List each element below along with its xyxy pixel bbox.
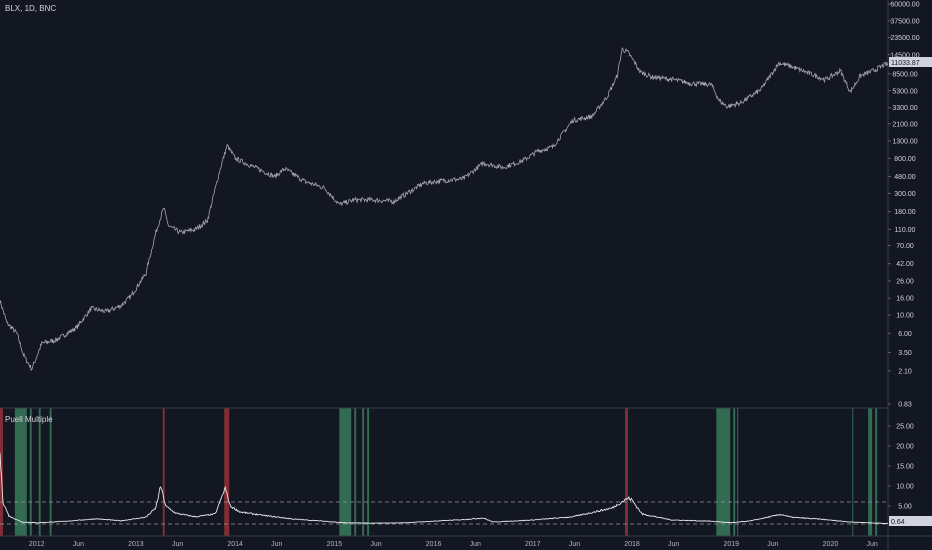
y-tick-label: 480.00 [894, 174, 916, 181]
y-tick-label: 14500.00 [890, 52, 919, 59]
accumulation-band [367, 408, 370, 536]
x-tick-label: Jun [271, 541, 282, 548]
accumulation-band [29, 408, 32, 536]
y-tick-label: 37500.00 [890, 18, 919, 25]
y-tick-label: 3300.00 [892, 105, 917, 112]
distribution-band [162, 408, 165, 536]
y-tick-label: 26.00 [896, 278, 914, 285]
x-tick-label: 2013 [128, 541, 144, 548]
x-tick-label: 2012 [29, 541, 45, 548]
puell-last-tag: 0.64 [889, 516, 932, 526]
y-tick-label: 180.00 [894, 209, 916, 216]
x-tick-label: Jun [370, 541, 381, 548]
accumulation-band [737, 408, 739, 536]
x-tick-label: 2019 [723, 541, 739, 548]
accumulation-band [49, 408, 52, 536]
y-tick-label: 0.83 [898, 402, 912, 409]
x-tick-label: Jun [668, 541, 679, 548]
x-tick-label: Jun [767, 541, 778, 548]
y-tick-label: 20.00 [896, 444, 914, 451]
y-tick-label: 23500.00 [890, 35, 919, 42]
y-tick-label: 15.00 [896, 464, 914, 471]
x-tick-label: Jun [866, 541, 877, 548]
y-tick-label: 10.00 [896, 313, 914, 320]
x-tick-label: 2018 [624, 541, 640, 548]
y-tick-label: 800.00 [894, 156, 916, 163]
x-tick-label: Jun [569, 541, 580, 548]
x-tick-label: Jun [470, 541, 481, 548]
price-series-line [0, 47, 889, 371]
puell-last-value: 0.64 [891, 519, 905, 526]
y-tick-label: 10.00 [896, 484, 914, 491]
distribution-band [224, 408, 230, 536]
y-tick-label: 110.00 [895, 227, 916, 234]
accumulation-band [354, 408, 357, 536]
time-axis-ticks: 2012 Jun 2013 Jun 2014 Jun 2015 Jun 2016 Jun 2017 J… [29, 541, 878, 548]
accumulation-band [38, 408, 41, 536]
accumulation-band [339, 408, 352, 536]
x-tick-label: Jun [172, 541, 183, 548]
accumulation-band [852, 408, 854, 536]
y-tick-label: 1300.00 [892, 138, 917, 145]
accumulation-band [868, 408, 873, 536]
x-tick-label: 2015 [327, 541, 343, 548]
x-tick-label: Jun [73, 541, 84, 548]
price-axis-ticks: 60000.00 37500.00 23500.00 14500.00 8500.00 5… [888, 2, 920, 409]
y-tick-label: 16.00 [896, 296, 914, 303]
y-tick-label: 2.10 [898, 368, 912, 375]
y-tick-label: 6.00 [898, 331, 912, 338]
indicator-title: Puell Multiple [5, 415, 53, 424]
x-tick-label: 2017 [525, 541, 541, 548]
x-tick-label: 2014 [227, 541, 243, 548]
series-layer [0, 47, 889, 524]
y-tick-label: 8500.00 [892, 71, 917, 78]
x-tick-label: 2020 [823, 541, 839, 548]
accumulation-band [14, 408, 27, 536]
price-last-tag: 11033.87 [889, 57, 932, 67]
y-tick-label: 60000.00 [890, 2, 919, 9]
y-tick-label: 25.00 [896, 424, 914, 431]
y-tick-label: 70.00 [896, 243, 914, 250]
accumulation-band [733, 408, 736, 536]
price-last-value: 11033.87 [891, 60, 920, 67]
symbol-header: BLX, 1D, BNC [5, 4, 56, 13]
y-tick-label: 300.00 [894, 191, 916, 198]
y-tick-label: 2100.00 [892, 121, 917, 128]
x-tick-label: 2016 [426, 541, 442, 548]
y-tick-label: 42.00 [896, 261, 914, 268]
y-tick-label: 5300.00 [892, 88, 917, 95]
y-tick-label: 5.00 [898, 504, 912, 511]
gridlines [0, 501, 888, 525]
puell-axis-ticks: 25.00 20.00 15.00 10.00 5.00 [888, 424, 914, 511]
distribution-band [625, 408, 629, 536]
accumulation-band [716, 408, 731, 536]
puell-series-line [0, 452, 889, 524]
y-tick-label: 3.50 [898, 350, 912, 357]
accumulation-band [362, 408, 365, 536]
accumulation-band [875, 408, 878, 536]
